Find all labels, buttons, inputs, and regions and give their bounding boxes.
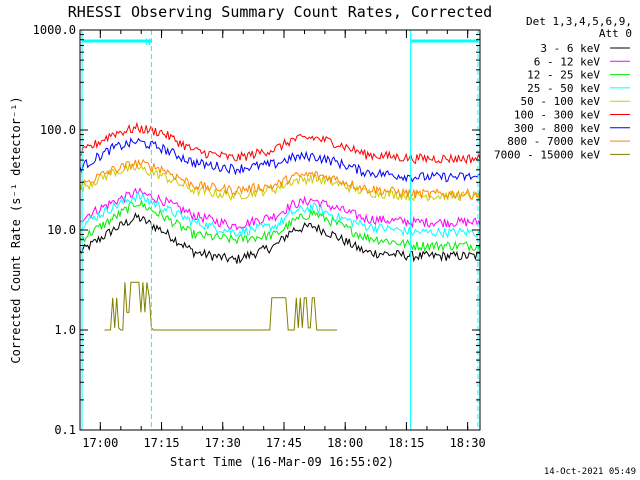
series-line-0 xyxy=(79,212,481,264)
y-axis-label: Corrected Count Rate (s⁻¹ detector⁻¹) xyxy=(9,96,23,363)
y-tick-label-1: 1.0 xyxy=(54,323,76,337)
x-axis-label: Start Time (16-Mar-09 16:55:02) xyxy=(170,455,394,469)
x-tick-label-4: 18:00 xyxy=(327,436,363,450)
legend-header-line-1: Det 1,3,4,5,6,9, xyxy=(526,15,632,28)
x-tick-label-3: 17:45 xyxy=(266,436,302,450)
series-line-5 xyxy=(79,121,481,165)
legend-entry-label-2: 12 - 25 keV xyxy=(527,69,600,82)
x-tick-label-2: 17:30 xyxy=(205,436,241,450)
series-line-7 xyxy=(79,158,481,201)
series-line-3 xyxy=(79,191,481,239)
series-line-6 xyxy=(79,137,481,183)
legend-entry-label-0: 3 - 6 keV xyxy=(540,42,600,55)
series-line-8 xyxy=(104,281,338,331)
series-line-1 xyxy=(80,187,481,231)
axes: 0.1 1.0 10.0 100.0 1000.0 17:00 17:15 17:30 17:4… xyxy=(33,23,486,450)
series-line-2 xyxy=(79,199,481,253)
annotation-bar-label-0: N xyxy=(145,38,150,48)
y-tick-label-2: 10.0 xyxy=(47,223,76,237)
legend-entry-label-6: 300 - 800 keV xyxy=(514,122,600,135)
x-tick-label-6: 18:30 xyxy=(450,436,486,450)
legend-entry-label-1: 6 - 12 keV xyxy=(534,55,601,68)
y-tick-label-4: 1000.0 xyxy=(33,23,76,37)
x-tick-label-0: 17:00 xyxy=(82,436,118,450)
series-line-4 xyxy=(79,164,481,202)
y-tick-label-0: 0.1 xyxy=(54,423,76,437)
legend-entry-label-8: 7000 - 15000 keV xyxy=(494,148,600,161)
legend-header-line-2: Att 0 xyxy=(599,27,632,40)
footer-timestamp: 14-Oct-2021 05:49 xyxy=(544,467,636,477)
legend-entry-label-7: 800 - 7000 keV xyxy=(507,135,600,148)
legend-entry-label-3: 25 - 50 keV xyxy=(527,82,600,95)
legend-entry-label-5: 100 - 300 keV xyxy=(514,109,600,122)
x-tick-label-1: 17:15 xyxy=(143,436,179,450)
x-tick-label-5: 18:15 xyxy=(388,436,424,450)
legend-entry-label-4: 50 - 100 keV xyxy=(521,95,601,108)
y-tick-label-3: 100.0 xyxy=(40,123,76,137)
chart-title: RHESSI Observing Summary Count Rates, Co… xyxy=(68,3,492,21)
